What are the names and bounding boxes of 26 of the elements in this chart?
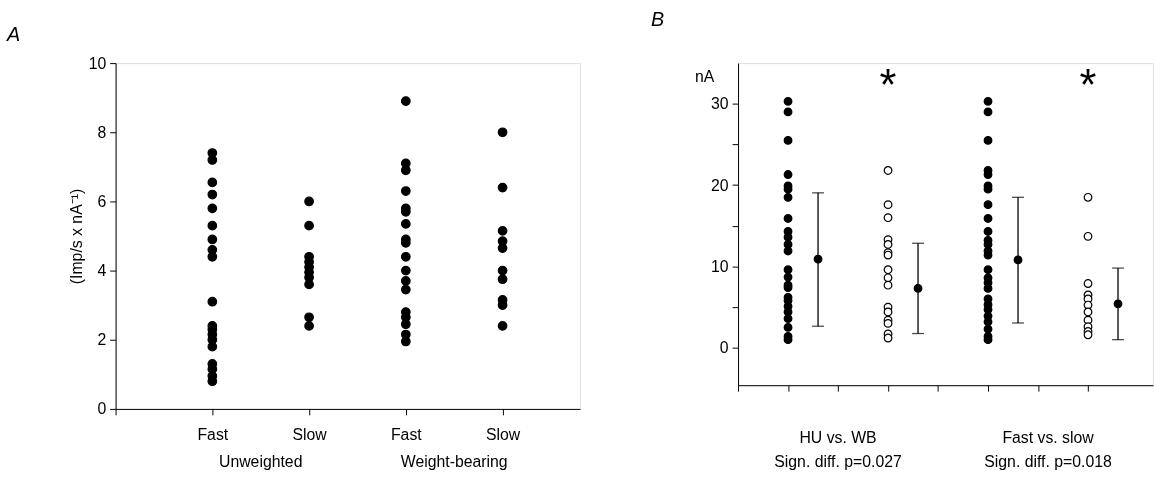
y-tick-label: 4 [97, 262, 107, 280]
x-tick-label: Slow [292, 426, 328, 444]
y-tick-label: 0 [97, 400, 107, 418]
chart-title: A [6, 23, 21, 46]
text: Weight-bearing [400, 453, 508, 471]
y-tick-label: 10 [88, 54, 107, 72]
x-tick-label: Fast [197, 426, 229, 444]
annotation: * [879, 60, 897, 109]
y-tick-label: 30 [711, 95, 729, 113]
y-tick-label: 0 [719, 339, 729, 357]
text: Fast vs. slow [1002, 429, 1095, 447]
text: Sign. diff. p=0.018 [984, 453, 1112, 471]
x-tick-label: Slow [485, 426, 521, 444]
annotation: * [1079, 60, 1097, 109]
text: HU vs. WB [799, 429, 877, 447]
y-tick-label: 2 [97, 331, 107, 349]
text: Sign. diff. p=0.027 [774, 453, 902, 471]
y-tick-label: 6 [97, 192, 107, 210]
y-axis-title: (Imp/s x nA⁻¹) [67, 188, 85, 285]
chart-title: B [651, 7, 665, 30]
text: Unweighted [218, 453, 303, 471]
y-tick-label: 8 [97, 123, 107, 141]
y-tick-label: 10 [711, 257, 729, 275]
x-tick-label: Fast [390, 426, 423, 444]
y-tick-label: 20 [711, 176, 729, 194]
y-axis-title: nA [695, 68, 715, 86]
